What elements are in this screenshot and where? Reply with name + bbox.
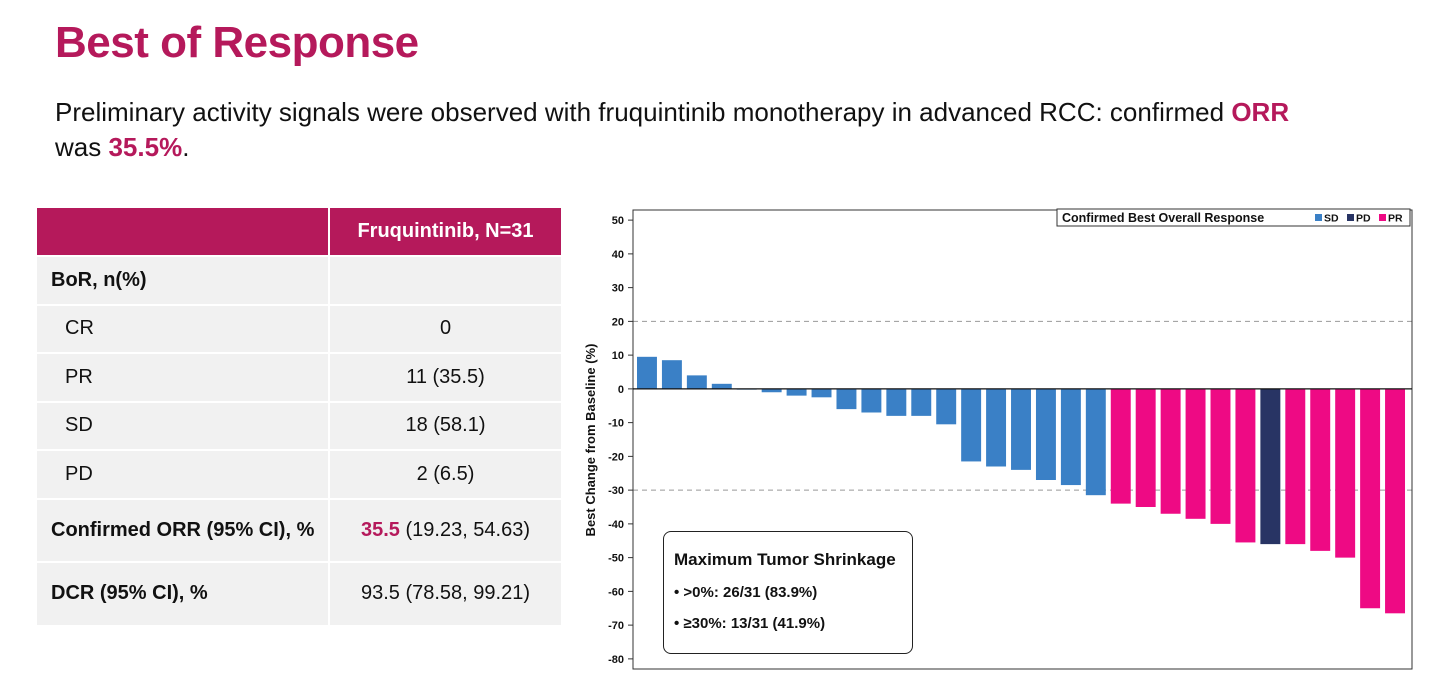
bar-sd [836, 388, 857, 410]
legend-box [1056, 208, 1411, 227]
y-tick-label: 50 [612, 215, 624, 227]
table-row-value: 18 (58.1) [328, 400, 561, 450]
bar-pr [1110, 388, 1131, 504]
y-tick-label: 40 [612, 249, 624, 261]
bar-sd [761, 388, 782, 393]
y-tick-label: -70 [608, 620, 624, 632]
bar-sd [1085, 388, 1106, 496]
table-row-label: SD [37, 400, 329, 450]
table-dcr-label: DCR (95% CI), % [37, 560, 329, 625]
y-tick-label: -80 [608, 654, 624, 666]
bar-sd [637, 356, 657, 389]
bar-pr [1335, 388, 1356, 558]
table-section-row: BoR, n(%) [37, 255, 561, 305]
page-title: Best of Response [55, 18, 419, 67]
bar-sd [661, 360, 682, 389]
tumor-shrinkage-box: Maximum Tumor Shrinkage • >0%: 26/31 (83… [663, 531, 913, 654]
bar-pr [1185, 388, 1206, 519]
bar-pr [1160, 388, 1181, 514]
y-tick-label: -20 [608, 451, 624, 463]
legend-label-pd: PD [1356, 213, 1371, 225]
y-tick-label: 30 [612, 283, 624, 295]
legend-label-pr: PR [1388, 213, 1403, 225]
table-row-value: 11 (35.5) [328, 352, 561, 402]
chart-axes [632, 209, 1413, 670]
chart-bars [637, 356, 1406, 614]
subtitle-text: Preliminary activity signals were observ… [55, 97, 1232, 127]
table-row-label: CR [37, 303, 329, 353]
y-tick-label: 10 [612, 350, 624, 362]
plot-frame [632, 209, 1413, 670]
bar-pr [1135, 388, 1156, 507]
bar-pr [1285, 388, 1306, 545]
y-tick-label: -60 [608, 586, 624, 598]
bar-sd [711, 383, 732, 389]
bar-sd [886, 388, 907, 416]
subtitle-orr-value: 35.5% [108, 132, 183, 162]
bar-pr [1210, 388, 1231, 524]
y-axis-label: Best Change from Baseline (%) [583, 344, 598, 537]
table-row-value: 2 (6.5) [328, 449, 561, 499]
subtitle-end: . [182, 132, 190, 162]
table-orr-row: Confirmed ORR (95% CI), % 35.5 (19.23, 5… [37, 497, 561, 562]
bar-pr [1310, 388, 1331, 551]
legend-swatch-pr [1379, 214, 1386, 221]
bar-sd [786, 388, 807, 396]
table-dcr-row: DCR (95% CI), % 93.5 (78.58, 99.21) [37, 560, 561, 625]
table-row: PD 2 (6.5) [37, 449, 561, 499]
table-header-row: Fruquintinib, N=31 [37, 208, 561, 256]
table-section-label: BoR, n(%) [37, 255, 329, 305]
bar-pd [1260, 388, 1281, 545]
table-section-empty [328, 255, 561, 305]
waterfall-chart: 50 40 30 20 10 0 -10 -20 -30 -40 -50 -60 -70 -80 Best… [583, 208, 1413, 670]
legend-swatch-pd [1347, 214, 1354, 221]
table-row: SD 18 (58.1) [37, 400, 561, 450]
table-row: PR 11 (35.5) [37, 352, 561, 402]
bar-pr [1235, 388, 1256, 543]
chart-legend: Confirmed Best Overall Response SD PD PR [1056, 208, 1411, 227]
y-tick-label: -30 [608, 485, 624, 497]
table-row-label: PD [37, 449, 329, 499]
bar-sd [1011, 388, 1031, 470]
legend-title: Confirmed Best Overall Response [1062, 211, 1264, 225]
bar-sd [1060, 388, 1081, 486]
table-orr-cell: 35.5 (19.23, 54.63) [328, 497, 561, 562]
bar-pr [1360, 388, 1381, 609]
bar-pr [1385, 388, 1406, 614]
bar-sd [811, 388, 832, 398]
table-header-arm: Fruquintinib, N=31 [329, 208, 561, 256]
legend-label-sd: SD [1324, 213, 1339, 225]
table-dcr-value: 93.5 (78.58, 99.21) [328, 560, 561, 625]
subtitle-mid: was [55, 132, 109, 162]
y-tick-label: -40 [608, 519, 624, 531]
y-tick-label: 20 [612, 316, 624, 328]
table-orr-label: Confirmed ORR (95% CI), % [37, 497, 329, 562]
shrinkage-title: Maximum Tumor Shrinkage [674, 550, 896, 569]
bar-sd [961, 388, 982, 462]
table-row-value: 0 [328, 303, 561, 353]
table-row-label: PR [37, 352, 329, 402]
bar-sd [686, 375, 707, 389]
legend-swatch-sd [1315, 214, 1322, 221]
table-row: CR 0 [37, 303, 561, 353]
table-orr-ci: (19.23, 54.63) [399, 518, 531, 541]
y-tick-label: -50 [608, 553, 624, 565]
bar-sd [986, 388, 1007, 467]
y-tick-label: -10 [608, 418, 624, 430]
table-orr-value: 35.5 [360, 518, 400, 541]
shrinkage-item: • ≥30%: 13/31 (41.9%) [674, 615, 826, 632]
chart-reference-lines [633, 320, 1412, 491]
shrinkage-item: • >0%: 26/31 (83.9%) [674, 584, 818, 601]
bar-sd [1035, 388, 1056, 480]
chart-y-ticks: 50 40 30 20 10 0 -10 -20 -30 -40 -50 -60 -70 -80 [608, 215, 633, 666]
subtitle-orr: ORR [1231, 97, 1290, 127]
bar-sd [911, 388, 932, 416]
table-header-blank [37, 208, 330, 256]
bar-sd [861, 388, 882, 413]
bar-sd [936, 388, 957, 425]
page-subtitle: Preliminary activity signals were observ… [55, 95, 1385, 165]
response-table: Fruquintinib, N=31 BoR, n(%) CR 0 PR 11 … [37, 208, 561, 625]
y-tick-label: 0 [618, 384, 624, 396]
